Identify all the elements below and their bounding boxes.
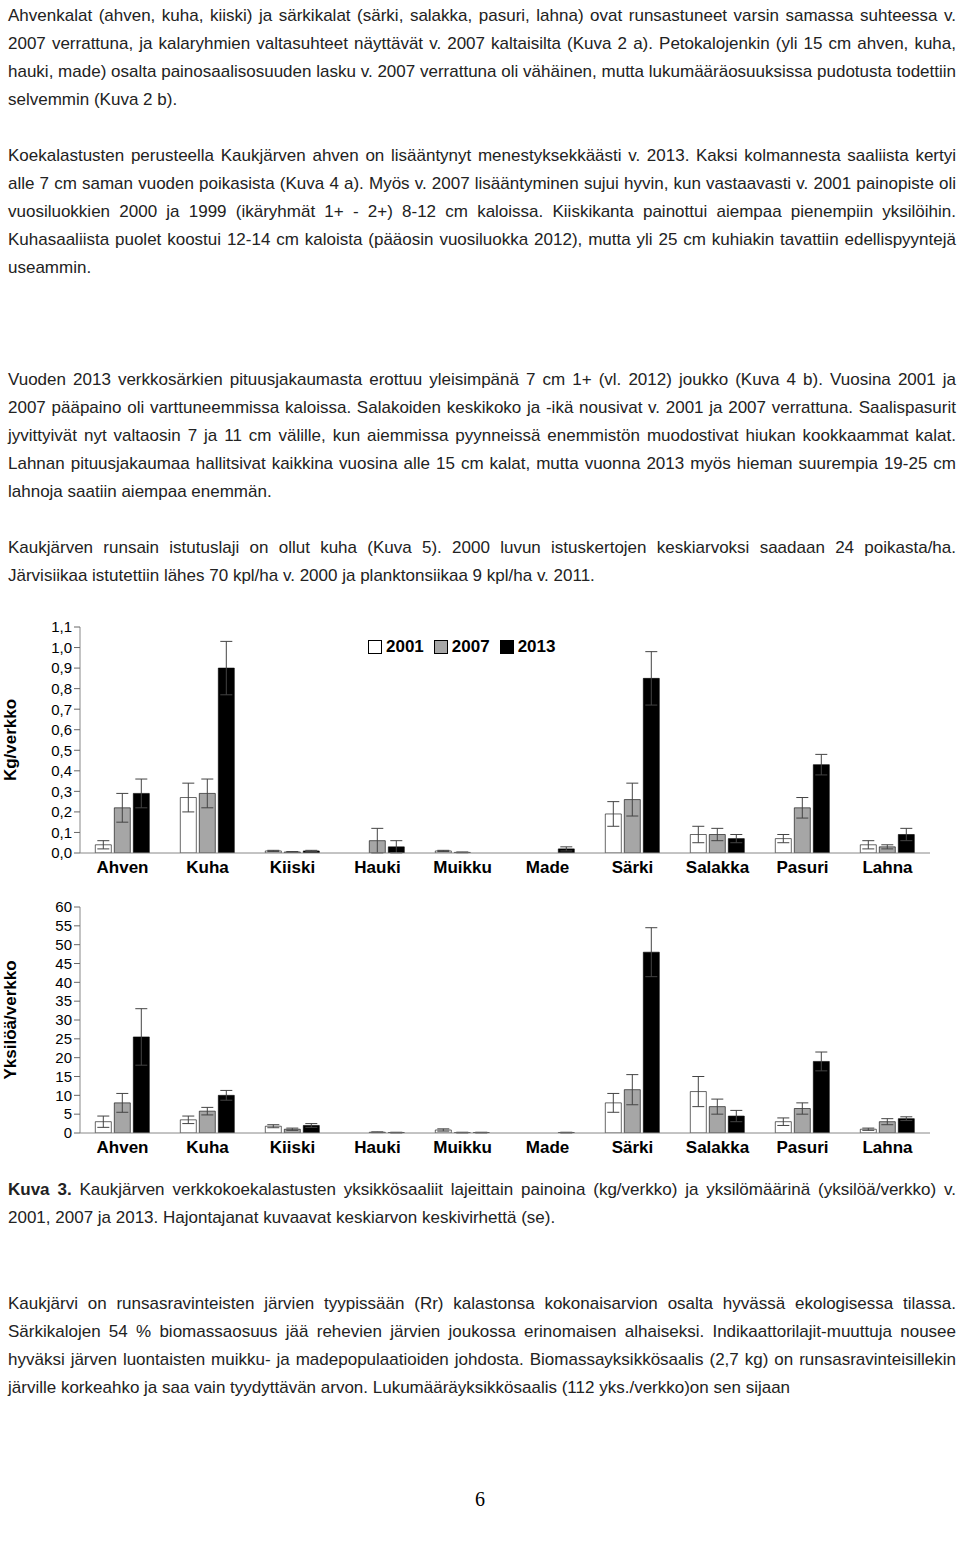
svg-text:Kuha: Kuha	[186, 858, 229, 877]
svg-text:0,2: 0,2	[51, 803, 72, 820]
html-text:2013: 2013	[517, 637, 556, 656]
html-text:Koekalastusten perusteella Kau: Koekalastusten perusteella Kaukjärven ah…	[8, 146, 956, 277]
svg-text:25: 25	[55, 1030, 72, 1047]
html-text:Kaukjärvi on runsasravinteiste: Kaukjärvi on runsasravinteisten järvien …	[8, 1294, 956, 1397]
html-text:Kaukjärven verkkokoekalastuste: Kaukjärven verkkokoekalastusten yksikkös…	[8, 1180, 956, 1227]
svg-text:55: 55	[55, 917, 72, 934]
svg-text:Lahna: Lahna	[862, 858, 913, 877]
svg-text:Hauki: Hauki	[354, 1138, 400, 1157]
svg-text:0,0: 0,0	[51, 844, 72, 861]
svg-text:10: 10	[55, 1087, 72, 1104]
svg-text:0,7: 0,7	[51, 701, 72, 718]
svg-text:0,8: 0,8	[51, 680, 72, 697]
svg-text:Ahven: Ahven	[97, 1138, 149, 1157]
svg-text:Kuha: Kuha	[186, 1138, 229, 1157]
svg-text:1,1: 1,1	[51, 618, 72, 635]
svg-text:0,4: 0,4	[51, 762, 72, 779]
svg-text:20: 20	[55, 1049, 72, 1066]
svg-text:0,3: 0,3	[51, 783, 72, 800]
svg-text:Kiiski: Kiiski	[270, 858, 315, 877]
svg-text:Kiiski: Kiiski	[270, 1138, 315, 1157]
html-text:Ahvenkalat (ahven, kuha, kiisk: Ahvenkalat (ahven, kuha, kiiski) ja särk…	[8, 6, 956, 109]
svg-text:Pasuri: Pasuri	[777, 858, 829, 877]
svg-text:5: 5	[64, 1105, 72, 1122]
svg-text:Salakka: Salakka	[686, 858, 750, 877]
svg-text:0: 0	[64, 1124, 72, 1141]
svg-text:0,6: 0,6	[51, 721, 72, 738]
svg-text:30: 30	[55, 1011, 72, 1028]
svg-text:0,5: 0,5	[51, 742, 72, 759]
svg-text:1,0: 1,0	[51, 639, 72, 656]
svg-text:15: 15	[55, 1068, 72, 1085]
html-text:2007: 2007	[451, 637, 490, 656]
html-text:2001: 2001	[386, 637, 424, 656]
svg-text:Muikku: Muikku	[433, 1138, 492, 1157]
svg-text:40: 40	[55, 974, 72, 991]
html-text:Kuva 3.: Kuva 3.	[8, 1180, 72, 1199]
svg-text:Made: Made	[526, 1138, 569, 1157]
svg-text:Ahven: Ahven	[97, 858, 149, 877]
svg-text:Made: Made	[526, 858, 569, 877]
svg-text:Lahna: Lahna	[862, 1138, 913, 1157]
svg-text:0,1: 0,1	[51, 824, 72, 841]
svg-text:50: 50	[55, 936, 72, 953]
svg-text:Särki: Särki	[612, 1138, 654, 1157]
svg-text:0,9: 0,9	[51, 659, 72, 676]
svg-text:Yksilöä/verkko: Yksilöä/verkko	[8, 960, 20, 1079]
svg-text:Pasuri: Pasuri	[777, 1138, 829, 1157]
html-text:Kaukjärven runsain istutuslaji: Kaukjärven runsain istutuslaji on ollut …	[8, 538, 956, 585]
svg-text:35: 35	[55, 992, 72, 1009]
svg-text:60: 60	[55, 898, 72, 915]
svg-text:45: 45	[55, 955, 72, 972]
html-text:6: 6	[475, 1488, 485, 1510]
svg-text:Salakka: Salakka	[686, 1138, 750, 1157]
svg-text:Kg/verkko: Kg/verkko	[8, 699, 20, 781]
svg-text:Särki: Särki	[612, 858, 654, 877]
svg-text:Hauki: Hauki	[354, 858, 400, 877]
html-text:Vuoden 2013 verkkosärkien pitu: Vuoden 2013 verkkosärkien pituusjakaumas…	[8, 370, 956, 501]
svg-text:Muikku: Muikku	[433, 858, 492, 877]
